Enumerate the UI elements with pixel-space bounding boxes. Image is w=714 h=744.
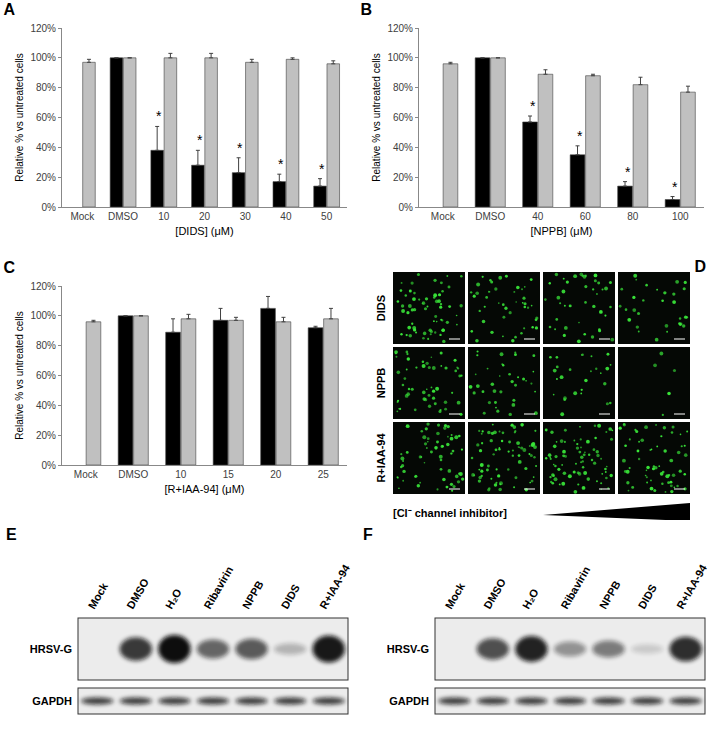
svg-text:DMSO: DMSO <box>118 469 148 480</box>
svg-text:Ribavirin: Ribavirin <box>201 564 235 611</box>
svg-text:D: D <box>694 258 706 275</box>
svg-text:80%: 80% <box>36 82 56 93</box>
svg-text:100%: 100% <box>30 310 56 321</box>
svg-text:H₂O: H₂O <box>163 586 184 611</box>
svg-text:*: * <box>672 179 678 195</box>
svg-text:100%: 100% <box>387 52 413 63</box>
svg-text:40: 40 <box>280 211 292 222</box>
svg-text:HRSV-G: HRSV-G <box>30 643 72 655</box>
svg-text:*: * <box>625 164 631 180</box>
svg-text:10: 10 <box>175 469 187 480</box>
svg-text:A: A <box>4 1 16 18</box>
svg-text:NPPB: NPPB <box>597 578 623 611</box>
svg-text:Relative % vs untreated cells: Relative % vs untreated cells <box>371 53 382 181</box>
svg-text:20: 20 <box>199 211 211 222</box>
svg-text:DMSO: DMSO <box>475 211 505 222</box>
svg-text:60%: 60% <box>36 112 56 123</box>
svg-text:60%: 60% <box>393 112 413 123</box>
svg-text:[R+IAA-94] (μM): [R+IAA-94] (μM) <box>165 483 245 495</box>
svg-text:HRSV-G: HRSV-G <box>387 643 429 655</box>
svg-text:DIDS: DIDS <box>375 295 387 321</box>
svg-text:120%: 120% <box>30 23 56 34</box>
svg-text:80%: 80% <box>36 340 56 351</box>
svg-text:60: 60 <box>580 211 592 222</box>
svg-text:[Cl⁻ channel inhibitor]: [Cl⁻ channel inhibitor] <box>393 507 507 519</box>
svg-text:C: C <box>4 259 16 276</box>
svg-text:NPPB: NPPB <box>375 368 387 399</box>
svg-text:15: 15 <box>223 469 235 480</box>
svg-text:40%: 40% <box>393 142 413 153</box>
svg-text:120%: 120% <box>30 281 56 292</box>
svg-text:DIDS: DIDS <box>278 582 302 611</box>
svg-text:Relative % vs untreated cells: Relative % vs untreated cells <box>14 311 25 439</box>
svg-text:0%: 0% <box>42 460 57 471</box>
svg-text:DIDS: DIDS <box>635 582 659 611</box>
svg-text:*: * <box>156 108 162 124</box>
svg-text:Mock: Mock <box>86 580 111 611</box>
svg-text:20%: 20% <box>36 430 56 441</box>
svg-text:40: 40 <box>532 211 544 222</box>
svg-text:Mock: Mock <box>431 211 456 222</box>
svg-text:120%: 120% <box>387 23 413 34</box>
svg-text:DMSO: DMSO <box>481 576 508 611</box>
svg-text:*: * <box>278 156 284 172</box>
svg-text:R+IAA-94: R+IAA-94 <box>317 562 352 611</box>
svg-text:F: F <box>363 526 373 543</box>
svg-text:*: * <box>197 132 203 148</box>
svg-text:*: * <box>577 128 583 144</box>
svg-text:0%: 0% <box>42 202 57 213</box>
svg-text:DMSO: DMSO <box>124 576 151 611</box>
svg-text:GAPDH: GAPDH <box>32 695 72 707</box>
svg-text:40%: 40% <box>36 400 56 411</box>
svg-text:R+IAA-94: R+IAA-94 <box>674 562 709 611</box>
svg-text:R+IAA-94: R+IAA-94 <box>375 433 387 483</box>
svg-text:50: 50 <box>321 211 333 222</box>
svg-text:Ribavirin: Ribavirin <box>558 564 592 611</box>
svg-text:25: 25 <box>318 469 330 480</box>
svg-text:[NPPB] (μM): [NPPB] (μM) <box>531 225 593 237</box>
svg-text:10: 10 <box>158 211 170 222</box>
svg-text:*: * <box>237 140 243 156</box>
svg-text:0%: 0% <box>399 202 414 213</box>
svg-text:*: * <box>319 161 325 177</box>
svg-text:NPPB: NPPB <box>240 578 266 611</box>
svg-text:30: 30 <box>240 211 252 222</box>
svg-text:E: E <box>6 526 17 543</box>
svg-text:20%: 20% <box>393 172 413 183</box>
svg-text:*: * <box>530 98 536 114</box>
svg-text:GAPDH: GAPDH <box>389 695 429 707</box>
svg-text:100%: 100% <box>30 52 56 63</box>
svg-text:[DIDS] (μM): [DIDS] (μM) <box>175 225 233 237</box>
svg-text:60%: 60% <box>36 370 56 381</box>
svg-text:DMSO: DMSO <box>108 211 138 222</box>
svg-text:Mock: Mock <box>70 211 95 222</box>
svg-text:40%: 40% <box>36 142 56 153</box>
svg-text:20%: 20% <box>36 172 56 183</box>
svg-text:80%: 80% <box>393 82 413 93</box>
svg-text:H₂O: H₂O <box>520 586 541 611</box>
svg-text:Relative % vs untreated cells: Relative % vs untreated cells <box>14 53 25 181</box>
svg-text:100: 100 <box>672 211 689 222</box>
svg-text:20: 20 <box>270 469 282 480</box>
svg-text:80: 80 <box>627 211 639 222</box>
svg-text:Mock: Mock <box>443 580 468 611</box>
svg-text:Mock: Mock <box>74 469 99 480</box>
svg-text:B: B <box>361 1 373 18</box>
